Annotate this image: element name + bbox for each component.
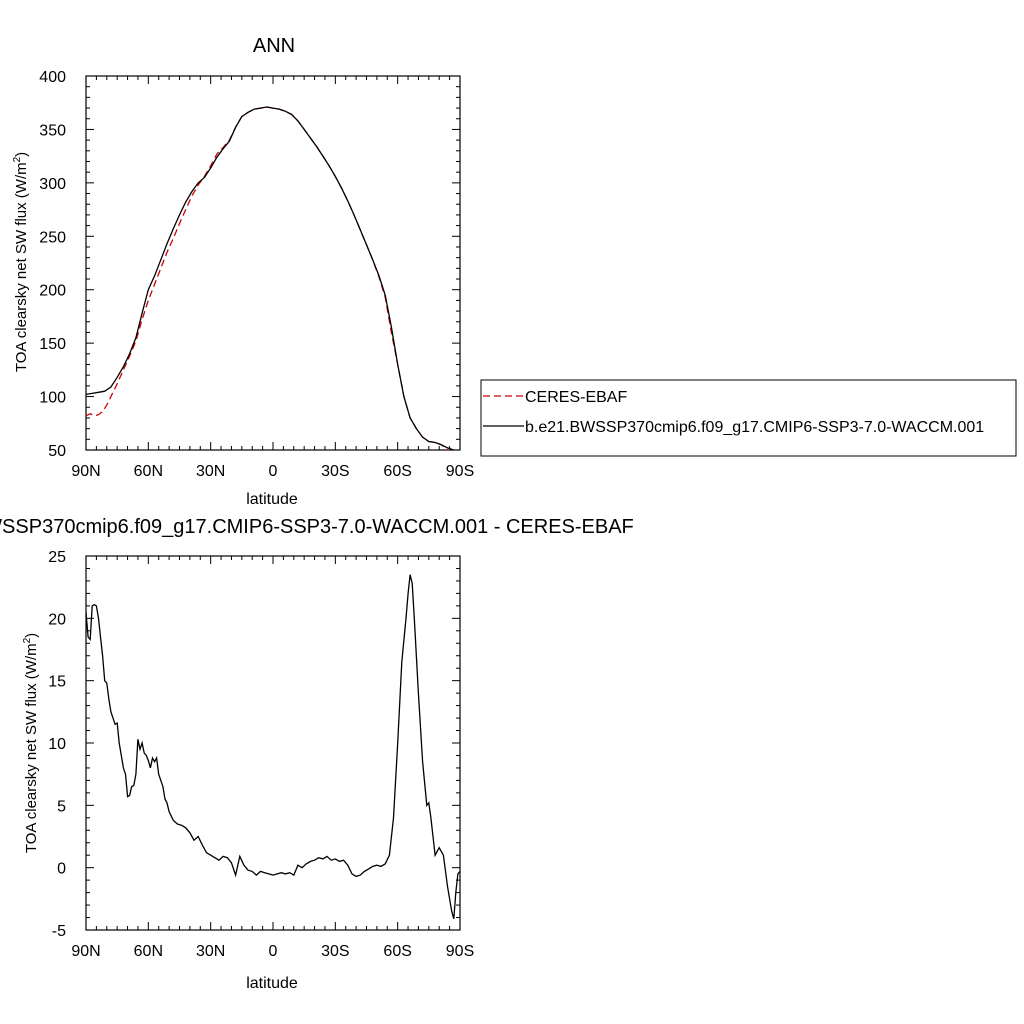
top-y-axis-label: TOA clearsky net SW flux (W/m2) <box>12 152 30 372</box>
bottom-x-tick-label: 30S <box>321 943 349 960</box>
top-x-tick-label: 30N <box>196 463 225 480</box>
top-x-tick-label: 60N <box>134 463 163 480</box>
legend-box <box>480 379 1017 457</box>
top-x-axis-label: latitude <box>246 491 298 508</box>
bottom-y-axis-label: TOA clearsky net SW flux (W/m2) <box>22 633 40 853</box>
bottom-plot-area: 90N 60N 30N 0 30S 60S 90S -5 0 5 10 15 20 25 <box>48 549 474 960</box>
bottom-y-tick-label: 5 <box>57 798 66 815</box>
top-series-line-1 <box>86 106 458 450</box>
bottom-panel: b.e21.BWSSP370cmip6.f09_g17.CMIP6-SSP3-7… <box>0 516 634 992</box>
top-x-tick-label: 90N <box>71 463 100 480</box>
top-x-tick-label: 30S <box>321 463 349 480</box>
bottom-x-tick-label: 0 <box>269 943 278 960</box>
bottom-x-tick-label: 60N <box>134 943 163 960</box>
top-chart-title: ANN <box>253 35 295 57</box>
bottom-y-tick-label: 25 <box>48 549 66 566</box>
top-y-tick-label: 50 <box>48 443 66 460</box>
bottom-series-line-0 <box>86 574 460 919</box>
bottom-x-tick-label: 90N <box>71 943 100 960</box>
bottom-y-tick-label: 10 <box>48 736 66 753</box>
top-y-tick-label: 300 <box>39 176 66 193</box>
top-y-tick-label: 350 <box>39 122 66 139</box>
legend-label: CERES-EBAF <box>525 389 627 406</box>
bottom-y-tick-label: 0 <box>57 861 66 878</box>
top-y-tick-label: 250 <box>39 229 66 246</box>
bottom-y-tick-label: 20 <box>48 611 66 628</box>
top-x-tick-label: 60S <box>383 463 411 480</box>
top-panel: ANN 90N 60N 30N 0 30S 60S 90S 50 100 150 200 250 300… <box>12 35 1017 508</box>
top-y-tick-label: 100 <box>39 390 66 407</box>
bottom-chart-title: b.e21.BWSSP370cmip6.f09_g17.CMIP6-SSP3-7… <box>0 516 634 538</box>
legend: CERES-EBAF b.e21.BWSSP370cmip6.f09_g17.CM… <box>480 379 1017 457</box>
top-x-tick-label: 90S <box>446 463 474 480</box>
bottom-y-tick-label: -5 <box>52 923 66 940</box>
top-x-tick-label: 0 <box>269 463 278 480</box>
legend-label: b.e21.BWSSP370cmip6.f09_g17.CMIP6-SSP3-7… <box>525 419 984 436</box>
top-y-tick-label: 400 <box>39 69 66 86</box>
bottom-y-tick-label: 15 <box>48 674 66 691</box>
bottom-x-axis-label: latitude <box>246 975 298 992</box>
top-plot-area: 90N 60N 30N 0 30S 60S 90S 50 100 150 200 250 300 350 4… <box>39 69 474 480</box>
top-y-tick-label: 150 <box>39 336 66 353</box>
bottom-x-tick-label: 60S <box>383 943 411 960</box>
top-series-line-0 <box>86 106 452 450</box>
bottom-x-tick-label: 30N <box>196 943 225 960</box>
bottom-x-tick-label: 90S <box>446 943 474 960</box>
top-y-tick-label: 200 <box>39 283 66 300</box>
